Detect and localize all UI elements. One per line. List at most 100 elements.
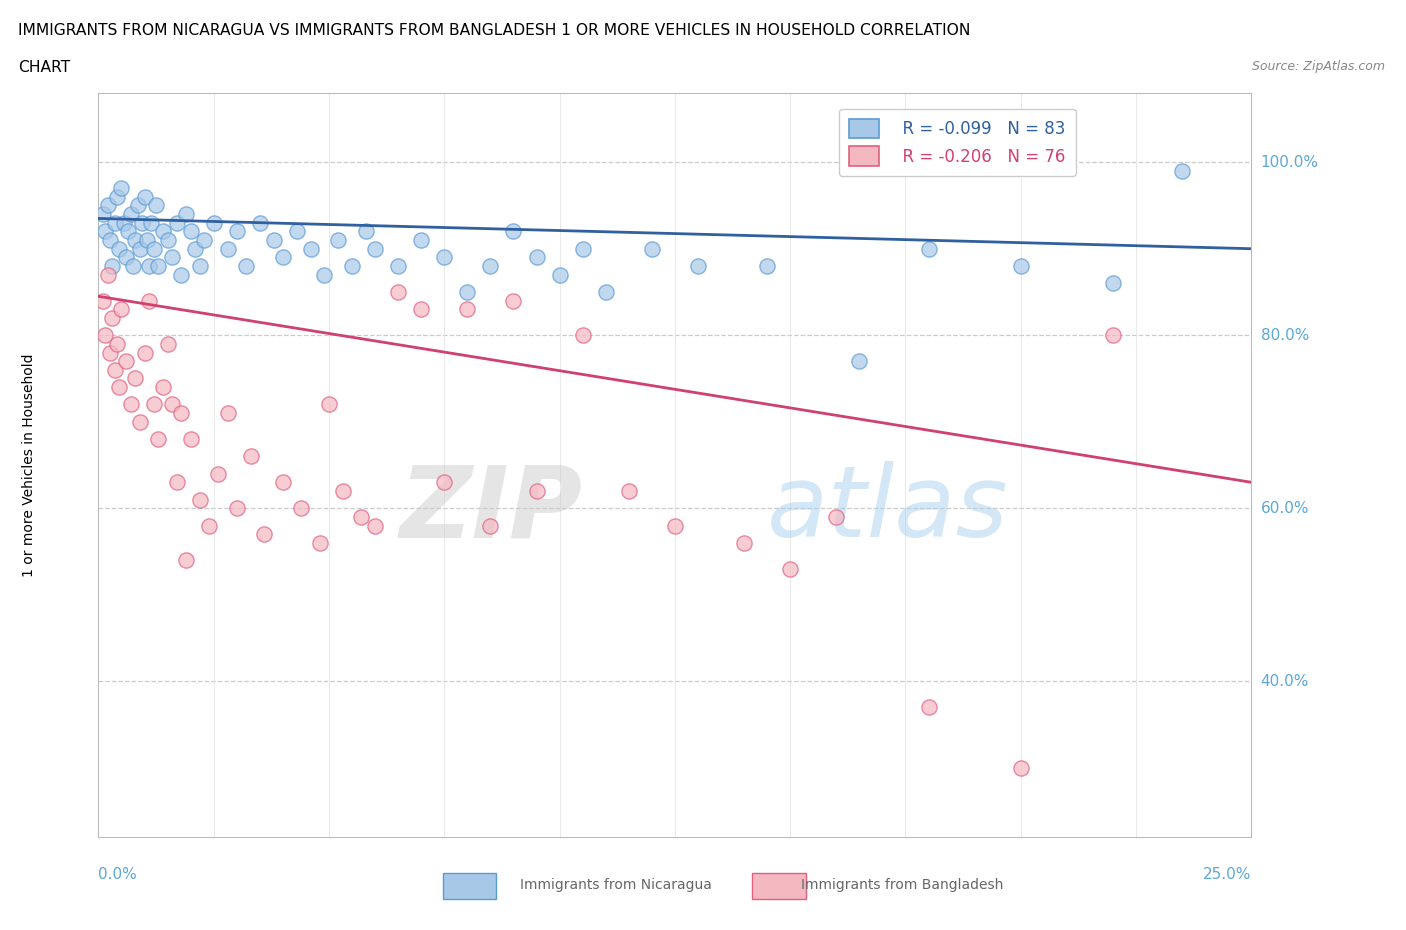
Point (825, 510, 848, 525)
Point (184, 241, 207, 256)
Point (354, 224, 377, 239)
Point (350, 510, 373, 525)
Point (756, 259, 779, 273)
Point (141, 216, 163, 231)
Point (148, 259, 170, 273)
Point (548, 267, 571, 282)
Text: ZIP: ZIP (399, 461, 582, 558)
Point (202, 216, 225, 231)
Point (120, 397, 142, 412)
Point (152, 224, 174, 239)
Point (131, 216, 153, 231)
Text: 1 or more Vehicles in Household: 1 or more Vehicles in Household (22, 353, 37, 577)
Point (135, 232, 157, 247)
Point (225, 501, 247, 516)
Point (1171, 164, 1194, 179)
Point (314, 267, 336, 282)
Point (332, 484, 354, 498)
Text: 0.0%: 0.0% (98, 868, 138, 883)
Point (249, 216, 271, 231)
Point (108, 241, 131, 256)
Point (595, 285, 617, 299)
Point (105, 190, 128, 205)
Point (170, 267, 193, 282)
Point (142, 241, 165, 256)
Point (112, 216, 135, 231)
Point (364, 518, 387, 533)
Point (98, 232, 121, 247)
Point (180, 432, 202, 446)
Point (271, 475, 294, 490)
Point (225, 224, 247, 239)
Point (502, 293, 524, 308)
Point (115, 250, 138, 265)
Point (1102, 327, 1125, 342)
Point (110, 180, 132, 195)
Point (94, 327, 117, 342)
Point (97, 267, 120, 282)
Point (235, 259, 257, 273)
Point (456, 302, 478, 317)
Point (129, 414, 152, 429)
Point (411, 302, 433, 317)
Point (263, 232, 285, 247)
Point (217, 405, 239, 420)
Text: CHART: CHART (18, 60, 70, 75)
Point (328, 232, 350, 247)
Point (456, 285, 478, 299)
Point (917, 241, 939, 256)
Text: atlas: atlas (768, 461, 1008, 558)
Point (571, 241, 593, 256)
Point (138, 259, 160, 273)
Point (156, 337, 179, 352)
Point (193, 232, 215, 247)
Point (917, 699, 939, 714)
Point (134, 190, 156, 205)
Text: IMMIGRANTS FROM NICARAGUA VS IMMIGRANTS FROM BANGLADESH 1 OR MORE VEHICLES IN HO: IMMIGRANTS FROM NICARAGUA VS IMMIGRANTS … (18, 23, 970, 38)
Point (526, 484, 548, 498)
Point (97, 198, 120, 213)
Point (166, 216, 188, 231)
Point (127, 198, 149, 213)
Point (387, 285, 409, 299)
Point (160, 250, 183, 265)
Point (340, 259, 363, 273)
Point (433, 250, 456, 265)
Legend:   R = -0.099   N = 83,   R = -0.206   N = 76: R = -0.099 N = 83, R = -0.206 N = 76 (839, 109, 1076, 176)
Point (217, 241, 239, 256)
Point (318, 397, 340, 412)
Point (110, 302, 132, 317)
Point (129, 241, 152, 256)
Text: 80.0%: 80.0% (1261, 327, 1309, 343)
Point (138, 293, 160, 308)
Point (122, 259, 145, 273)
Point (433, 475, 456, 490)
Point (364, 241, 387, 256)
Point (117, 224, 139, 239)
Text: 100.0%: 100.0% (1261, 154, 1319, 169)
Point (285, 224, 308, 239)
Point (160, 397, 183, 412)
Text: Immigrants from Nicaragua: Immigrants from Nicaragua (520, 878, 711, 893)
Point (686, 259, 709, 273)
Point (103, 216, 125, 231)
Point (166, 475, 188, 490)
Point (571, 327, 593, 342)
Point (253, 526, 276, 541)
Point (103, 363, 125, 378)
Point (290, 501, 312, 516)
Point (411, 232, 433, 247)
Point (239, 449, 262, 464)
Point (188, 259, 211, 273)
Point (134, 345, 156, 360)
Point (148, 432, 170, 446)
Point (387, 259, 409, 273)
Point (188, 492, 211, 507)
Point (174, 552, 197, 567)
Point (1010, 259, 1032, 273)
Text: Source: ZipAtlas.com: Source: ZipAtlas.com (1251, 60, 1385, 73)
Point (174, 206, 197, 221)
Point (152, 379, 174, 394)
Point (641, 241, 664, 256)
Text: 40.0%: 40.0% (1261, 673, 1309, 689)
